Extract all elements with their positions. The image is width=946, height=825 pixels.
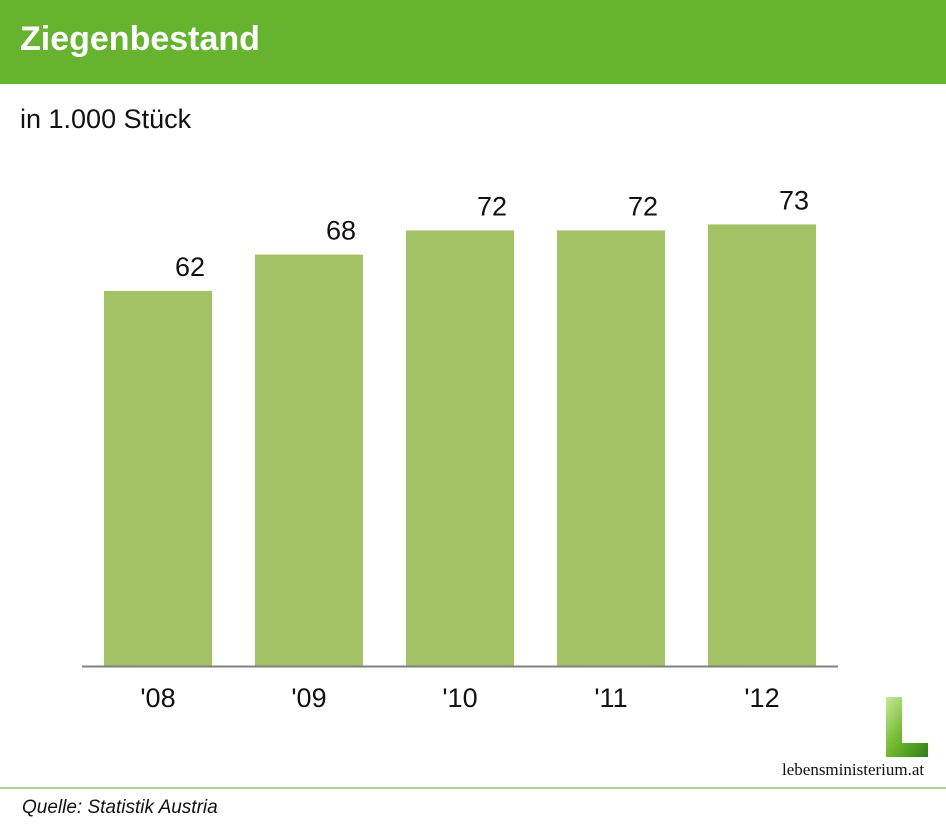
bar-1 [255, 254, 363, 666]
source-note: Quelle: Statistik Austria [22, 797, 218, 818]
x-tick-label-2: '10 [442, 683, 477, 713]
logo-l-icon [886, 697, 928, 757]
x-tick-label-0: '08 [140, 683, 175, 713]
logo-text: lebensministerium.at [782, 760, 925, 779]
footer-divider [0, 787, 946, 789]
bar-4 [708, 224, 816, 666]
bar-0 [104, 290, 212, 666]
data-label-2: 72 [477, 191, 507, 221]
data-label-0: 62 [175, 252, 205, 282]
bar-chart: 62 '08 68 '09 72 '10 72 '11 73 '12 [82, 185, 838, 713]
x-tick-label-3: '11 [594, 683, 627, 713]
data-label-3: 72 [628, 191, 658, 221]
header-bar: Ziegenbestand [0, 0, 946, 84]
unit-label: in 1.000 Stück [20, 104, 192, 134]
bar-2 [406, 230, 514, 666]
x-tick-label-1: '09 [291, 683, 326, 713]
chart-title: Ziegenbestand [20, 20, 260, 58]
x-tick-label-4: '12 [744, 683, 779, 713]
bar-3 [557, 230, 665, 666]
data-label-4: 73 [779, 185, 809, 215]
data-label-1: 68 [326, 216, 356, 246]
